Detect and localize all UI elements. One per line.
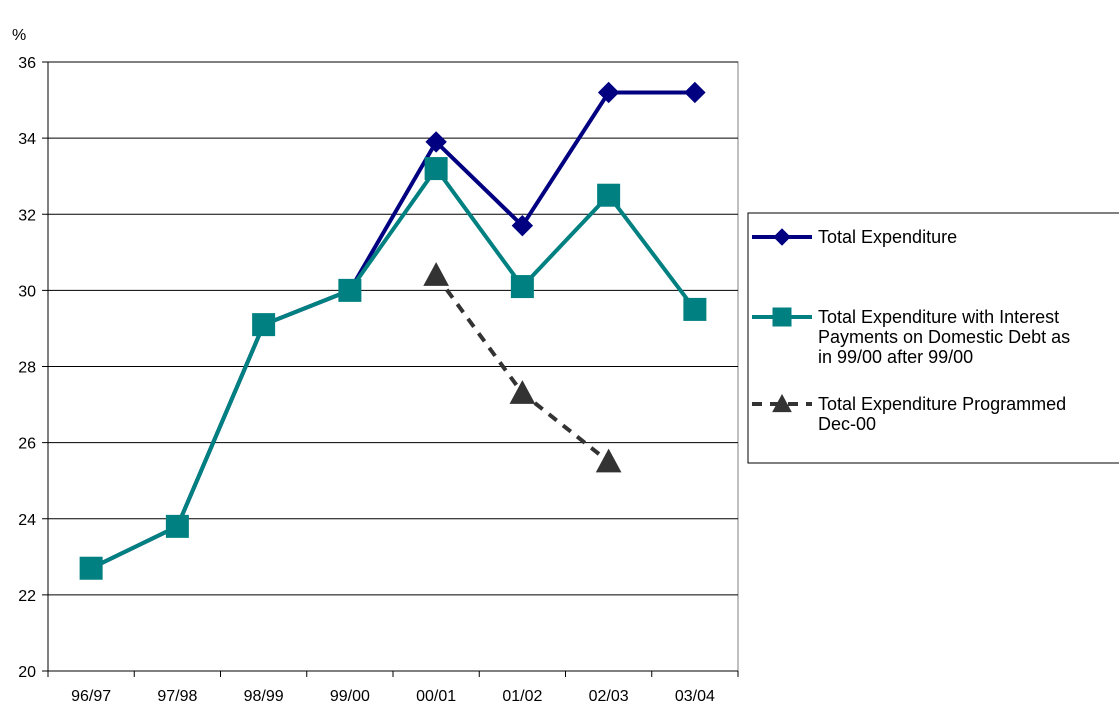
y-tick-label: 26: [18, 436, 36, 453]
y-tick-label: 22: [18, 588, 36, 605]
y-tick-label: 30: [18, 283, 36, 300]
series-3: [423, 262, 622, 473]
legend-label: Total Expenditure: [818, 227, 957, 247]
legend-label: Total Expenditure with Interest: [818, 307, 1059, 327]
series-line: [90, 165, 697, 571]
legend-label: Total Expenditure Programmed: [818, 394, 1066, 414]
data-point-square: [165, 514, 189, 538]
gridlines: [48, 61, 738, 596]
data-point-triangle: [423, 262, 449, 286]
data-point-square: [772, 307, 792, 327]
x-tick-label: 96/97: [71, 688, 111, 705]
data-point-diamond: [511, 214, 534, 237]
legend-entry-1: Total Expenditure: [752, 227, 957, 247]
y-tick-label: 34: [18, 131, 36, 148]
data-point-triangle: [595, 448, 622, 473]
legend-entry-2: Total Expenditure with InterestPayments …: [752, 307, 1070, 367]
x-tick-label: 99/00: [330, 688, 370, 705]
y-tick-label: 32: [18, 207, 36, 224]
series-line: [90, 90, 695, 571]
legend: Total Expenditure Total Expenditure with …: [747, 212, 1119, 464]
data-point-square: [597, 183, 621, 207]
x-tick-label: 01/02: [502, 688, 542, 705]
data-point-square: [510, 275, 534, 299]
series-2: [79, 157, 707, 580]
series-1: [80, 81, 706, 579]
x-tick-label: 97/98: [157, 688, 197, 705]
x-tick-label: 02/03: [589, 688, 629, 705]
data-point-square: [424, 157, 448, 181]
data-point-diamond: [773, 228, 791, 246]
legend-label: Payments on Domestic Debt as: [818, 327, 1070, 347]
legend-label: Dec-00: [818, 414, 876, 434]
y-tick-label: 36: [18, 55, 36, 72]
data-point-triangle: [509, 380, 536, 404]
data-point-triangle: [772, 393, 792, 413]
data-point-square: [79, 556, 103, 580]
series-layer: [79, 81, 707, 580]
legend-box: [747, 212, 1119, 464]
data-point-diamond: [425, 131, 447, 153]
data-point-diamond: [684, 81, 706, 104]
y-tick-label: 24: [18, 512, 36, 529]
x-tick-label: 03/04: [675, 688, 715, 705]
x-tick-label: 00/01: [416, 688, 456, 705]
data-point-diamond: [597, 81, 620, 104]
data-point-square: [252, 313, 276, 337]
y-tick-label: 28: [18, 360, 36, 377]
data-point-square: [338, 278, 362, 302]
x-tick-label: 98/99: [244, 688, 284, 705]
y-tick-label: 20: [18, 664, 36, 681]
legend-label: in 99/00 after 99/00: [818, 347, 973, 367]
axes: 20 22 24 26 28 30 32 34 36 96/97 97/98 98/99 99/00 00…: [18, 55, 739, 705]
series-line: [434, 273, 610, 464]
data-point-square: [683, 297, 707, 321]
y-axis-unit-label: %: [12, 27, 26, 44]
